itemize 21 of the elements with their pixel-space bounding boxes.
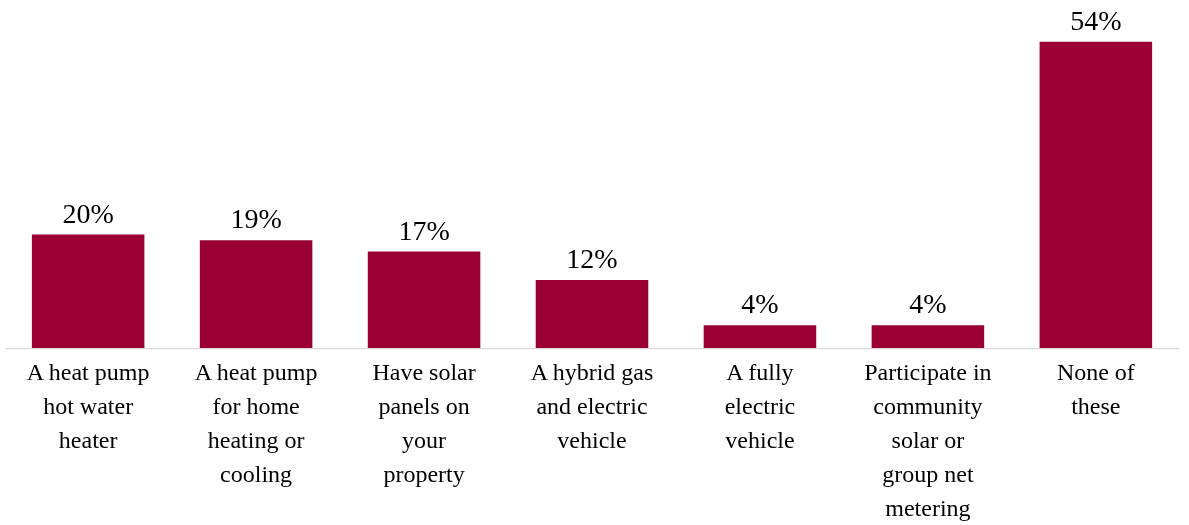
x-tick-label: None of these (1056, 358, 1135, 419)
data-label: 20% (62, 197, 114, 229)
x-tick-label: Have solar panels on your property (372, 358, 476, 487)
bar (535, 279, 649, 348)
bar (31, 234, 145, 348)
bar (1039, 41, 1153, 348)
bar (367, 251, 481, 348)
data-label: 54% (1070, 4, 1122, 36)
x-tick-label: Participate in community solar or group net metering (864, 358, 992, 521)
data-label: 17% (398, 214, 450, 246)
x-tick-label: A heat pump for home heating or cooling (194, 358, 318, 487)
x-tick-label: A hybrid gas and electric vehicle (530, 358, 654, 453)
data-label: 4% (909, 288, 947, 320)
bar (199, 240, 313, 348)
data-label: 4% (741, 288, 779, 320)
bar (871, 325, 985, 348)
x-tick-label: A fully electric vehicle (724, 358, 796, 453)
data-label: 19% (230, 203, 282, 235)
x-tick-label: A heat pump hot water heater (26, 358, 150, 453)
bar (703, 325, 817, 348)
data-label: 12% (566, 242, 618, 274)
